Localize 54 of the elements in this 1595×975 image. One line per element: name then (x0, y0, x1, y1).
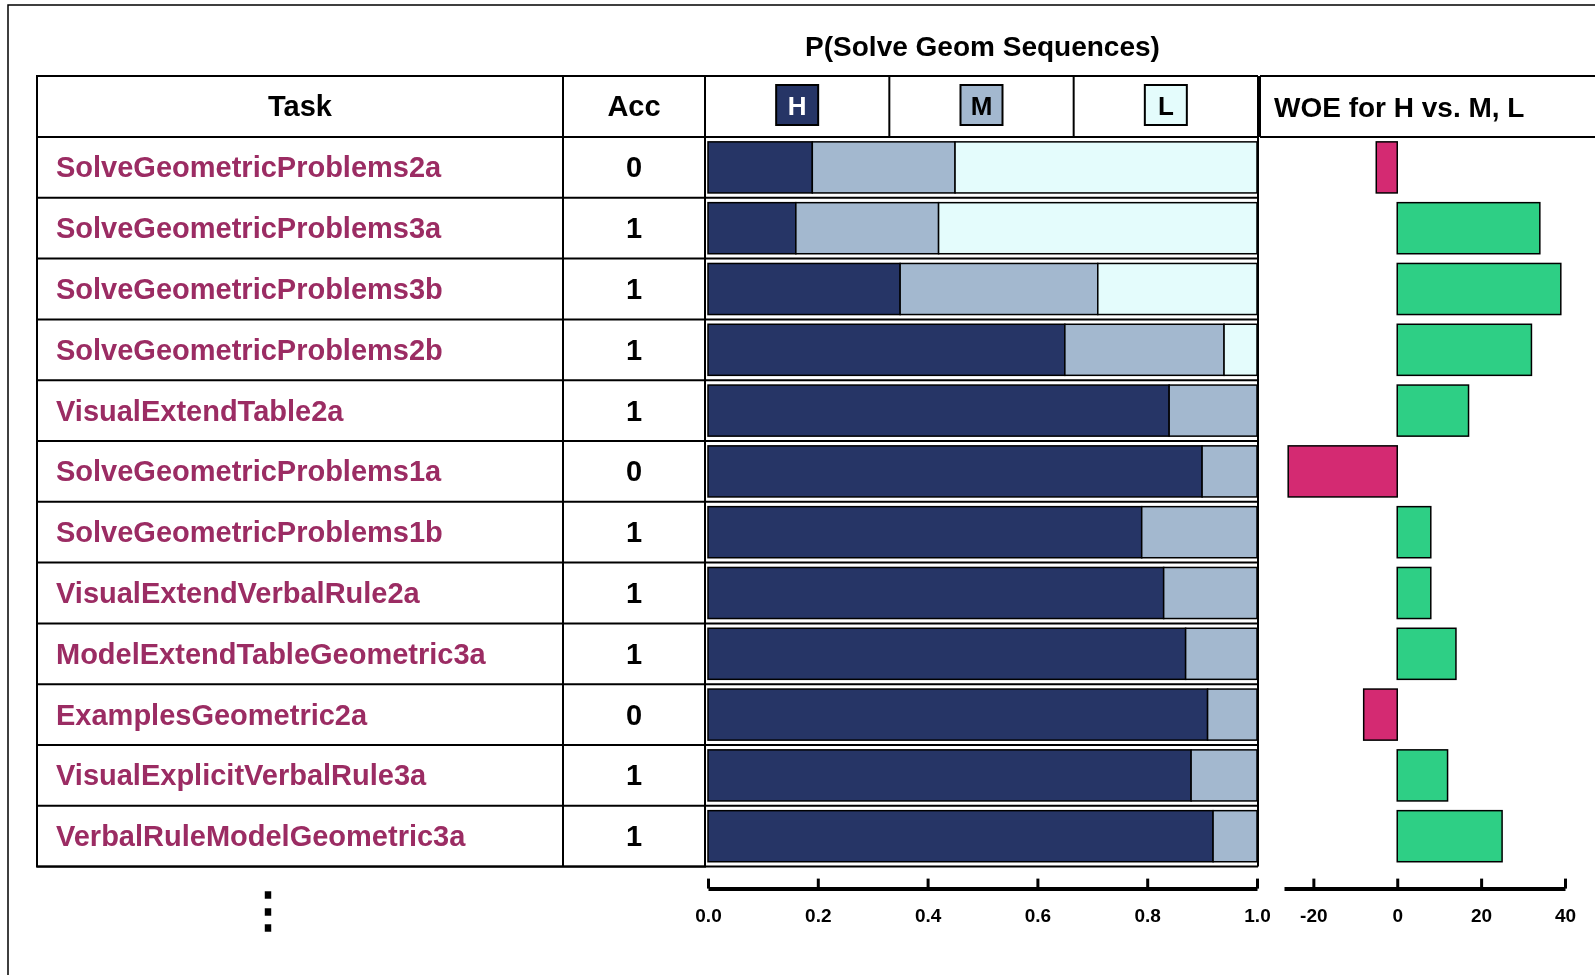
x-tick-label: 0 (1392, 905, 1404, 926)
bar (1287, 445, 1398, 498)
x-tick-label: 20 (1471, 905, 1493, 926)
x-tick-label: 0.0 (695, 905, 722, 926)
x-tick-label: -20 (1300, 905, 1328, 926)
x-tick-label: 0.2 (805, 905, 832, 926)
data-label: 1 (625, 333, 643, 366)
data-label: 1 (625, 759, 643, 792)
category-label: SolveGeometricProblems1b (56, 516, 443, 549)
chart-title: WOE for H vs. M, L (1274, 92, 1525, 123)
category-label: SolveGeometricProblems1a (56, 455, 443, 488)
series-label: L (1157, 91, 1174, 121)
chart-title: P(Solve Geom Sequences) (805, 31, 1160, 62)
x-tick-label: 0.4 (914, 905, 942, 926)
category-label: SolveGeometricProblems3a (56, 212, 443, 245)
text: Acc (607, 90, 661, 122)
data-label: 1 (625, 273, 643, 305)
data-label: 0 (625, 455, 643, 488)
category-label: SolveGeometricProblems3b (56, 273, 443, 305)
x-tick-label: 1.0 (1244, 905, 1271, 926)
series-label: M (970, 91, 993, 121)
data-label: 1 (625, 637, 643, 670)
text: ⋮ (244, 883, 292, 937)
text: Task (268, 90, 333, 122)
series-label: H (787, 91, 807, 121)
bar (1396, 566, 1432, 620)
data-label: 1 (625, 820, 643, 853)
x-tick-label: 0.6 (1024, 905, 1052, 926)
bar (1396, 384, 1470, 437)
data-label: 1 (625, 212, 643, 245)
bar (1396, 809, 1503, 863)
bar (1396, 323, 1533, 377)
category-label: ExamplesGeometric2a (56, 698, 368, 731)
category-label: VisualExplicitVerbalRule3a (56, 759, 428, 792)
category-label: VerbalRuleModelGeometric3a (56, 820, 467, 853)
data-label: 1 (625, 577, 643, 609)
category-label: ModelExtendTableGeometric3a (56, 637, 487, 670)
category-label: VisualExtendVerbalRule2a (56, 577, 421, 609)
bar (1396, 505, 1432, 559)
bar (1396, 262, 1562, 316)
bar (1396, 627, 1457, 681)
bar (1362, 688, 1398, 741)
data-label: 0 (625, 698, 643, 731)
data-label: 1 (625, 516, 643, 549)
bar (1396, 749, 1449, 802)
category-label: VisualExtendTable2a (56, 394, 345, 427)
data-label: 1 (625, 394, 643, 427)
data-label: 0 (625, 151, 643, 184)
bar (1375, 141, 1398, 194)
category-label: SolveGeometricProblems2b (56, 333, 443, 366)
x-tick-label: 0.8 (1134, 905, 1161, 926)
x-tick-label: 40 (1554, 905, 1577, 926)
category-label: SolveGeometricProblems2a (56, 151, 443, 184)
bar (1396, 201, 1541, 255)
